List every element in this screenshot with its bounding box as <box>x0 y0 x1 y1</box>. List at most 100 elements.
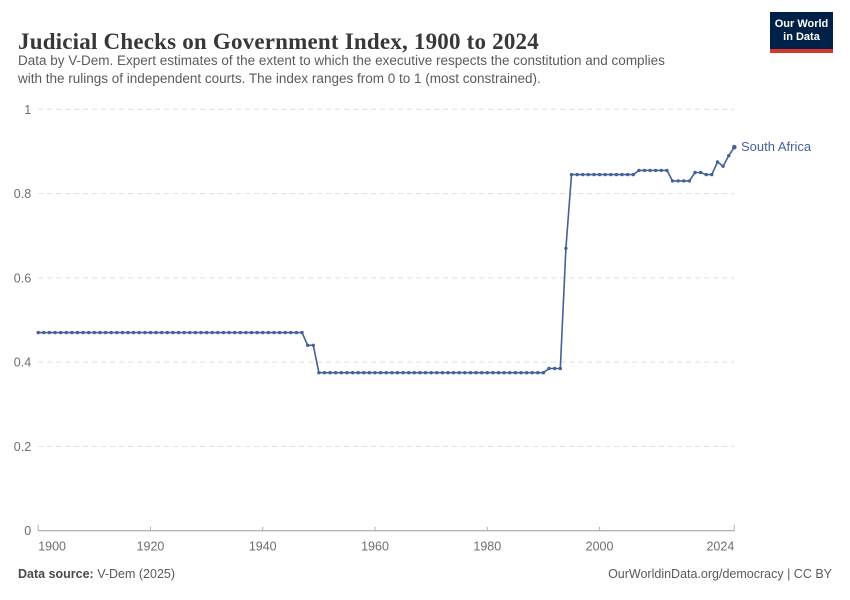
series-point-2009[interactable] <box>648 168 652 173</box>
series-point-1965[interactable] <box>401 371 405 375</box>
series-point-1961[interactable] <box>378 371 383 375</box>
series-point-1942[interactable] <box>272 330 276 335</box>
series-point-1905[interactable] <box>64 330 69 335</box>
series-point-1955[interactable] <box>345 371 349 375</box>
series-point-2018[interactable] <box>698 170 703 175</box>
series-point-1935[interactable] <box>233 330 237 335</box>
series-point-1964[interactable] <box>395 371 400 375</box>
series-point-1995[interactable] <box>569 172 574 177</box>
series-point-1902[interactable] <box>47 330 52 335</box>
series-point-1989[interactable] <box>536 371 540 375</box>
series-point-1983[interactable] <box>502 371 506 375</box>
series-point-1936[interactable] <box>238 330 242 335</box>
series-point-1957[interactable] <box>356 371 360 375</box>
series-point-1978[interactable] <box>474 371 478 375</box>
series-point-1944[interactable] <box>283 330 287 335</box>
series-point-1958[interactable] <box>362 371 366 375</box>
series-point-1969[interactable] <box>423 371 428 375</box>
series-point-1952[interactable] <box>328 371 332 375</box>
series-point-1990[interactable] <box>541 371 546 375</box>
series-point-1920[interactable] <box>148 330 153 335</box>
series-point-1981[interactable] <box>491 371 495 375</box>
series-point-2014[interactable] <box>676 179 680 183</box>
series-point-1948[interactable] <box>306 343 310 347</box>
series-point-2015[interactable] <box>682 179 686 183</box>
series-point-1916[interactable] <box>126 330 130 335</box>
series-point-2023[interactable] <box>727 154 731 158</box>
series-point-1947[interactable] <box>300 330 304 335</box>
series-point-1939[interactable] <box>255 330 259 335</box>
series-line-south-africa[interactable] <box>37 146 736 374</box>
series-point-1941[interactable] <box>266 330 271 335</box>
series-point-1922[interactable] <box>160 330 164 335</box>
series-point-1938[interactable] <box>249 330 254 335</box>
series-point-1987[interactable] <box>524 371 529 375</box>
series-point-1906[interactable] <box>70 330 74 335</box>
series-point-2017[interactable] <box>693 170 697 175</box>
series-point-1994[interactable] <box>564 246 568 251</box>
series-point-2000[interactable] <box>597 172 602 177</box>
series-point-2020[interactable] <box>710 172 714 177</box>
series-point-1986[interactable] <box>519 371 523 375</box>
series-point-1968[interactable] <box>418 371 422 375</box>
series-point-1966[interactable] <box>407 371 411 375</box>
series-point-2008[interactable] <box>642 168 647 173</box>
series-point-1998[interactable] <box>586 172 590 177</box>
series-point-1913[interactable] <box>109 330 113 335</box>
series-point-1933[interactable] <box>221 330 226 335</box>
owid-logo[interactable]: Our World in Data <box>770 12 833 53</box>
series-point-1945[interactable] <box>289 330 293 335</box>
series-end-label-south-africa[interactable]: South Africa <box>741 139 812 154</box>
series-point-1949[interactable] <box>311 343 315 347</box>
series-point-2024[interactable] <box>732 144 737 150</box>
series-point-1934[interactable] <box>227 330 231 335</box>
series-point-1992[interactable] <box>553 366 557 371</box>
series-point-1919[interactable] <box>143 330 147 335</box>
series-point-1918[interactable] <box>137 330 141 335</box>
series-point-2010[interactable] <box>654 168 658 173</box>
series-point-1901[interactable] <box>42 330 46 335</box>
series-point-1937[interactable] <box>244 330 248 335</box>
series-point-1963[interactable] <box>390 371 394 375</box>
series-point-1974[interactable] <box>451 371 456 375</box>
series-point-1928[interactable] <box>193 330 198 335</box>
series-point-1954[interactable] <box>339 371 343 375</box>
series-point-1910[interactable] <box>92 330 97 335</box>
series-point-2019[interactable] <box>704 172 708 177</box>
series-point-2022[interactable] <box>721 164 725 168</box>
series-point-1972[interactable] <box>440 371 445 375</box>
series-point-2003[interactable] <box>614 172 619 177</box>
series-point-2007[interactable] <box>637 168 641 173</box>
series-point-1991[interactable] <box>547 366 551 371</box>
series-point-2021[interactable] <box>715 160 720 164</box>
series-point-1915[interactable] <box>120 330 125 335</box>
series-point-1914[interactable] <box>115 330 119 335</box>
series-point-1976[interactable] <box>463 371 467 375</box>
series-point-1973[interactable] <box>446 371 450 375</box>
series-point-1977[interactable] <box>468 371 473 375</box>
series-point-1980[interactable] <box>485 371 489 375</box>
series-point-1996[interactable] <box>575 172 579 177</box>
series-point-1956[interactable] <box>350 371 355 375</box>
series-point-1924[interactable] <box>171 330 175 335</box>
series-point-1971[interactable] <box>435 371 439 375</box>
series-point-1940[interactable] <box>261 330 265 335</box>
series-point-1926[interactable] <box>182 330 186 335</box>
series-point-1946[interactable] <box>294 330 299 335</box>
series-point-1923[interactable] <box>165 330 169 335</box>
footer-link[interactable]: OurWorldinData.org/democracy | CC BY <box>608 567 832 581</box>
series-point-2013[interactable] <box>670 179 675 183</box>
series-point-1909[interactable] <box>87 330 91 335</box>
series-point-1925[interactable] <box>176 330 181 335</box>
series-point-1984[interactable] <box>508 371 512 375</box>
series-point-1932[interactable] <box>216 330 220 335</box>
series-point-1903[interactable] <box>53 330 57 335</box>
series-point-1979[interactable] <box>480 371 484 375</box>
series-point-1908[interactable] <box>81 330 85 335</box>
series-point-1951[interactable] <box>322 371 327 375</box>
series-point-1997[interactable] <box>581 172 585 177</box>
series-point-1943[interactable] <box>277 330 282 335</box>
series-point-2001[interactable] <box>603 172 607 177</box>
series-point-1929[interactable] <box>199 330 203 335</box>
series-point-1917[interactable] <box>131 330 136 335</box>
